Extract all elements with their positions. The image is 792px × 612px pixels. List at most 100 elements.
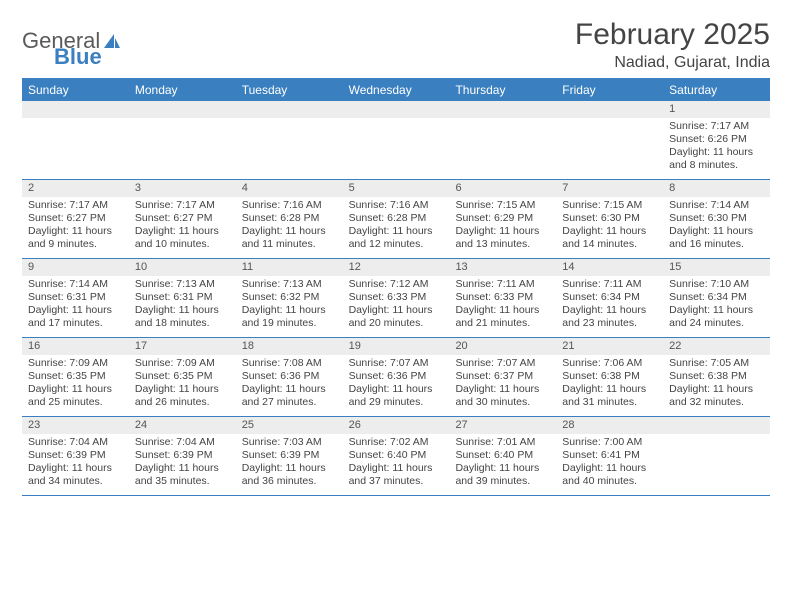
daylight1-text: Daylight: 11 hours: [242, 462, 337, 475]
sunset-text: Sunset: 6:37 PM: [455, 370, 550, 383]
day-header: Friday: [556, 79, 663, 101]
sunrise-text: Sunrise: 7:13 AM: [242, 278, 337, 291]
sunrise-text: Sunrise: 7:12 AM: [349, 278, 444, 291]
day-number: 26: [343, 417, 450, 434]
week-row: 9Sunrise: 7:14 AMSunset: 6:31 PMDaylight…: [22, 259, 770, 338]
day-header: Thursday: [449, 79, 556, 101]
daylight2-text: and 13 minutes.: [455, 238, 550, 251]
daylight1-text: Daylight: 11 hours: [562, 462, 657, 475]
cell-body: Sunrise: 7:03 AMSunset: 6:39 PMDaylight:…: [236, 434, 343, 493]
daylight2-text: and 26 minutes.: [135, 396, 230, 409]
daylight1-text: Daylight: 11 hours: [562, 304, 657, 317]
calendar-cell: 13Sunrise: 7:11 AMSunset: 6:33 PMDayligh…: [449, 259, 556, 337]
sunrise-text: Sunrise: 7:15 AM: [562, 199, 657, 212]
day-number: 24: [129, 417, 236, 434]
cell-body: Sunrise: 7:08 AMSunset: 6:36 PMDaylight:…: [236, 355, 343, 414]
daylight2-text: and 11 minutes.: [242, 238, 337, 251]
day-number: 16: [22, 338, 129, 355]
day-number: 4: [236, 180, 343, 197]
title-block: February 2025 Nadiad, Gujarat, India: [575, 18, 770, 72]
day-number: 27: [449, 417, 556, 434]
week-row: 23Sunrise: 7:04 AMSunset: 6:39 PMDayligh…: [22, 417, 770, 496]
cell-body: Sunrise: 7:13 AMSunset: 6:31 PMDaylight:…: [129, 276, 236, 335]
sunrise-text: Sunrise: 7:03 AM: [242, 436, 337, 449]
logo-word2: Blue: [22, 44, 102, 69]
cell-body: Sunrise: 7:12 AMSunset: 6:33 PMDaylight:…: [343, 276, 450, 335]
sunrise-text: Sunrise: 7:10 AM: [669, 278, 764, 291]
sunrise-text: Sunrise: 7:17 AM: [28, 199, 123, 212]
day-number: [663, 417, 770, 434]
day-number: 1: [663, 101, 770, 118]
sunrise-text: Sunrise: 7:01 AM: [455, 436, 550, 449]
cell-body: Sunrise: 7:14 AMSunset: 6:31 PMDaylight:…: [22, 276, 129, 335]
day-number: 18: [236, 338, 343, 355]
daylight2-text: and 24 minutes.: [669, 317, 764, 330]
sunset-text: Sunset: 6:28 PM: [242, 212, 337, 225]
logo-sub: Blue: [22, 44, 122, 70]
month-title: February 2025: [575, 18, 770, 52]
sunrise-text: Sunrise: 7:11 AM: [562, 278, 657, 291]
day-number: 15: [663, 259, 770, 276]
cell-body: Sunrise: 7:15 AMSunset: 6:30 PMDaylight:…: [556, 197, 663, 256]
day-number: 17: [129, 338, 236, 355]
sunset-text: Sunset: 6:40 PM: [455, 449, 550, 462]
calendar-cell: 8Sunrise: 7:14 AMSunset: 6:30 PMDaylight…: [663, 180, 770, 258]
calendar-cell: 22Sunrise: 7:05 AMSunset: 6:38 PMDayligh…: [663, 338, 770, 416]
daylight2-text: and 21 minutes.: [455, 317, 550, 330]
location: Nadiad, Gujarat, India: [575, 54, 770, 72]
calendar-cell: 24Sunrise: 7:04 AMSunset: 6:39 PMDayligh…: [129, 417, 236, 495]
calendar-cell: 2Sunrise: 7:17 AMSunset: 6:27 PMDaylight…: [22, 180, 129, 258]
sunset-text: Sunset: 6:30 PM: [669, 212, 764, 225]
sunset-text: Sunset: 6:34 PM: [562, 291, 657, 304]
sunrise-text: Sunrise: 7:14 AM: [28, 278, 123, 291]
day-number: [556, 101, 663, 118]
sunset-text: Sunset: 6:31 PM: [135, 291, 230, 304]
day-number: [449, 101, 556, 118]
day-number: 21: [556, 338, 663, 355]
day-number: 5: [343, 180, 450, 197]
daylight2-text: and 40 minutes.: [562, 475, 657, 488]
calendar-cell: 5Sunrise: 7:16 AMSunset: 6:28 PMDaylight…: [343, 180, 450, 258]
sunrise-text: Sunrise: 7:11 AM: [455, 278, 550, 291]
daylight2-text: and 39 minutes.: [455, 475, 550, 488]
sunrise-text: Sunrise: 7:17 AM: [669, 120, 764, 133]
calendar-cell: 1Sunrise: 7:17 AMSunset: 6:26 PMDaylight…: [663, 101, 770, 179]
daylight2-text: and 17 minutes.: [28, 317, 123, 330]
calendar-cell: 16Sunrise: 7:09 AMSunset: 6:35 PMDayligh…: [22, 338, 129, 416]
daylight1-text: Daylight: 11 hours: [669, 383, 764, 396]
sunset-text: Sunset: 6:32 PM: [242, 291, 337, 304]
day-number: 8: [663, 180, 770, 197]
daylight2-text: and 30 minutes.: [455, 396, 550, 409]
daylight2-text: and 10 minutes.: [135, 238, 230, 251]
cell-body: Sunrise: 7:16 AMSunset: 6:28 PMDaylight:…: [236, 197, 343, 256]
week-row: 1Sunrise: 7:17 AMSunset: 6:26 PMDaylight…: [22, 101, 770, 180]
calendar: SundayMondayTuesdayWednesdayThursdayFrid…: [22, 78, 770, 496]
day-header: Wednesday: [343, 79, 450, 101]
sunrise-text: Sunrise: 7:08 AM: [242, 357, 337, 370]
daylight2-text: and 36 minutes.: [242, 475, 337, 488]
cell-body: Sunrise: 7:06 AMSunset: 6:38 PMDaylight:…: [556, 355, 663, 414]
sunset-text: Sunset: 6:26 PM: [669, 133, 764, 146]
sunset-text: Sunset: 6:30 PM: [562, 212, 657, 225]
sunset-text: Sunset: 6:39 PM: [135, 449, 230, 462]
day-number: 28: [556, 417, 663, 434]
calendar-cell: 18Sunrise: 7:08 AMSunset: 6:36 PMDayligh…: [236, 338, 343, 416]
day-number: 7: [556, 180, 663, 197]
sunset-text: Sunset: 6:31 PM: [28, 291, 123, 304]
cell-body: Sunrise: 7:04 AMSunset: 6:39 PMDaylight:…: [129, 434, 236, 493]
calendar-cell-blank: [343, 101, 450, 179]
cell-body: Sunrise: 7:07 AMSunset: 6:37 PMDaylight:…: [449, 355, 556, 414]
sunrise-text: Sunrise: 7:09 AM: [135, 357, 230, 370]
day-header: Sunday: [22, 79, 129, 101]
calendar-cell: 12Sunrise: 7:12 AMSunset: 6:33 PMDayligh…: [343, 259, 450, 337]
calendar-cell: 15Sunrise: 7:10 AMSunset: 6:34 PMDayligh…: [663, 259, 770, 337]
day-number: 13: [449, 259, 556, 276]
calendar-cell: 19Sunrise: 7:07 AMSunset: 6:36 PMDayligh…: [343, 338, 450, 416]
cell-body: Sunrise: 7:09 AMSunset: 6:35 PMDaylight:…: [129, 355, 236, 414]
sunrise-text: Sunrise: 7:00 AM: [562, 436, 657, 449]
daylight2-text: and 18 minutes.: [135, 317, 230, 330]
header-row: General February 2025 Nadiad, Gujarat, I…: [22, 18, 770, 72]
daylight2-text: and 25 minutes.: [28, 396, 123, 409]
sunrise-text: Sunrise: 7:09 AM: [28, 357, 123, 370]
calendar-cell: 14Sunrise: 7:11 AMSunset: 6:34 PMDayligh…: [556, 259, 663, 337]
